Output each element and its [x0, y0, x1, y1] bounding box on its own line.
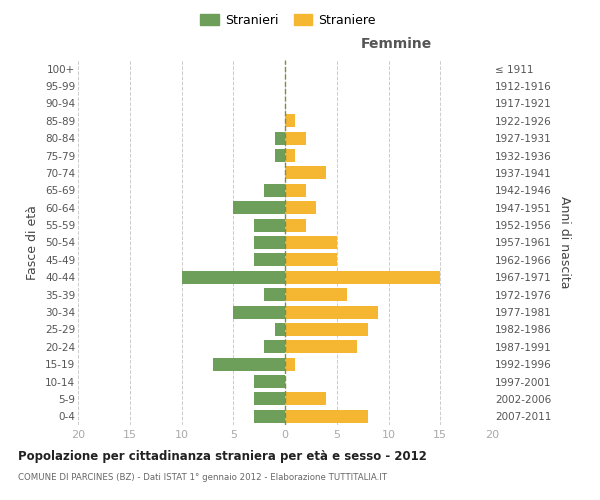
- Bar: [285, 236, 337, 249]
- Bar: [254, 236, 285, 249]
- Text: COMUNE DI PARCINES (BZ) - Dati ISTAT 1° gennaio 2012 - Elaborazione TUTTITALIA.I: COMUNE DI PARCINES (BZ) - Dati ISTAT 1° …: [18, 472, 387, 482]
- Bar: [285, 114, 295, 128]
- Bar: [233, 306, 285, 318]
- Bar: [265, 184, 285, 197]
- Bar: [285, 358, 295, 370]
- Text: Popolazione per cittadinanza straniera per età e sesso - 2012: Popolazione per cittadinanza straniera p…: [18, 450, 427, 463]
- Bar: [285, 410, 368, 423]
- Bar: [285, 270, 440, 284]
- Bar: [285, 323, 368, 336]
- Bar: [285, 132, 306, 144]
- Text: Femmine: Femmine: [361, 37, 433, 51]
- Bar: [285, 288, 347, 301]
- Bar: [254, 254, 285, 266]
- Bar: [275, 323, 285, 336]
- Bar: [275, 132, 285, 144]
- Bar: [233, 201, 285, 214]
- Bar: [285, 184, 306, 197]
- Bar: [212, 358, 285, 370]
- Bar: [254, 410, 285, 423]
- Bar: [285, 166, 326, 179]
- Bar: [285, 149, 295, 162]
- Y-axis label: Fasce di età: Fasce di età: [26, 205, 40, 280]
- Bar: [275, 149, 285, 162]
- Bar: [285, 218, 306, 232]
- Bar: [265, 288, 285, 301]
- Bar: [285, 201, 316, 214]
- Bar: [285, 306, 378, 318]
- Bar: [265, 340, 285, 353]
- Bar: [254, 375, 285, 388]
- Y-axis label: Anni di nascita: Anni di nascita: [559, 196, 571, 289]
- Bar: [254, 392, 285, 406]
- Legend: Stranieri, Straniere: Stranieri, Straniere: [195, 8, 381, 32]
- Bar: [254, 218, 285, 232]
- Bar: [182, 270, 285, 284]
- Bar: [285, 340, 358, 353]
- Bar: [285, 392, 326, 406]
- Bar: [285, 254, 337, 266]
